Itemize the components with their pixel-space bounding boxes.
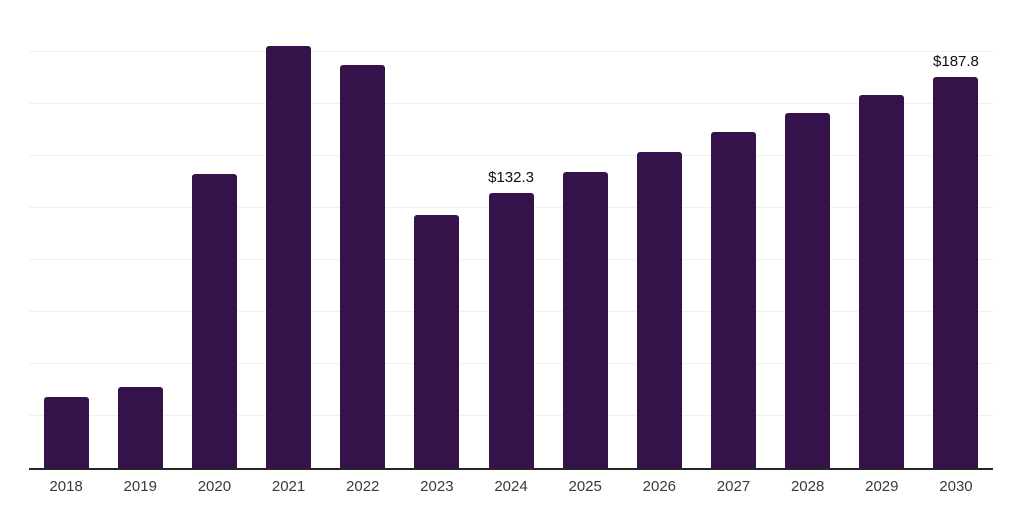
x-tick-2021: 2021 (271, 478, 306, 495)
x-tick-2025: 2025 (568, 478, 602, 495)
x-axis: 2018 2019 2020 2021 2022 2023 2024 2025 2026 2027… (29, 478, 993, 495)
bar-2026 (636, 152, 682, 468)
x-tick-2023: 2023 (420, 478, 454, 495)
bar-2019 (117, 386, 163, 468)
x-tick-2027: 2027 (716, 478, 751, 495)
x-tick-2022: 2022 (346, 478, 380, 495)
x-tick-2024: 2024 (494, 478, 528, 495)
bar-value-label-2030: $187.8 (933, 53, 979, 71)
x-tick-2020: 2020 (197, 478, 232, 495)
bar-2018 (43, 396, 89, 468)
bar-slot (251, 0, 325, 468)
bar-slot (622, 0, 696, 468)
bar-slot (845, 0, 919, 468)
bar-2020 (191, 173, 237, 468)
bar-slot (29, 0, 103, 468)
bar-2024 (488, 192, 534, 468)
bar-slot (548, 0, 622, 468)
plot-area: $132.3 $187.8 (29, 0, 993, 470)
bar-slot (177, 0, 251, 468)
bar-2023 (414, 214, 460, 468)
gridline (29, 155, 993, 156)
bar-2021 (266, 45, 312, 468)
bar-slot: $187.8 (919, 0, 993, 468)
gridline (29, 51, 993, 52)
bar-slot (400, 0, 474, 468)
bar-2030 (933, 77, 979, 468)
x-tick-2029: 2029 (865, 478, 899, 495)
bar-slot (696, 0, 770, 468)
bar-2022 (340, 65, 386, 468)
bar-slot (326, 0, 400, 468)
x-tick-2026: 2026 (642, 478, 677, 495)
bar-2027 (710, 131, 756, 468)
x-tick-2018: 2018 (49, 478, 83, 495)
bar-slot (103, 0, 177, 468)
bar-slot: $132.3 (474, 0, 548, 468)
x-tick-2019: 2019 (123, 478, 157, 495)
x-tick-2030: 2030 (939, 478, 973, 495)
gridline (29, 103, 993, 104)
bar-slot (771, 0, 845, 468)
bars-row: $132.3 $187.8 (29, 0, 993, 468)
bar-2029 (859, 95, 905, 468)
bar-value-label-2024: $132.3 (488, 168, 534, 186)
bar-2025 (562, 172, 608, 468)
bar-2028 (785, 113, 831, 468)
x-tick-2028: 2028 (790, 478, 825, 495)
